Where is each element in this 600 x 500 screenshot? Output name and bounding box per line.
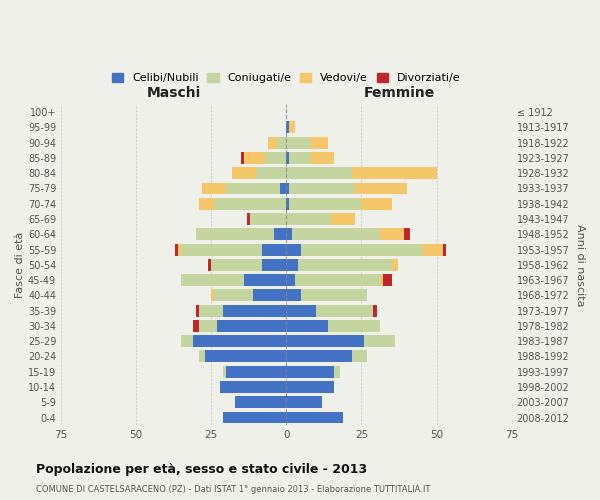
Bar — [289, 182, 355, 194]
Bar — [280, 182, 286, 194]
Bar — [364, 335, 395, 347]
Bar — [286, 381, 334, 393]
Bar — [226, 182, 280, 194]
Bar — [286, 182, 289, 194]
Bar — [286, 244, 301, 256]
Bar — [331, 213, 355, 225]
Bar — [235, 396, 286, 408]
Bar — [202, 182, 226, 194]
Text: COMUNE DI CASTELSARACENO (PZ) - Dati ISTAT 1° gennaio 2013 - Elaborazione TUTTIT: COMUNE DI CASTELSARACENO (PZ) - Dati IST… — [36, 485, 430, 494]
Bar — [286, 335, 364, 347]
Bar — [214, 198, 286, 209]
Bar — [286, 350, 352, 362]
Bar — [286, 366, 334, 378]
Bar — [277, 136, 286, 148]
Bar — [286, 290, 301, 302]
Bar — [199, 350, 205, 362]
Bar — [199, 304, 223, 316]
Bar — [392, 259, 398, 271]
Bar — [443, 244, 446, 256]
Bar — [292, 228, 380, 240]
Bar — [286, 259, 298, 271]
Bar — [253, 290, 286, 302]
Bar — [373, 304, 377, 316]
Bar — [286, 304, 316, 316]
Bar — [286, 152, 289, 164]
Bar — [268, 136, 277, 148]
Bar — [196, 228, 274, 240]
Bar — [199, 320, 217, 332]
Bar — [289, 198, 361, 209]
Bar — [211, 290, 214, 302]
Bar — [217, 320, 286, 332]
Bar — [383, 274, 392, 286]
Bar — [328, 320, 380, 332]
Bar — [193, 320, 199, 332]
Bar — [274, 228, 286, 240]
Bar — [247, 213, 250, 225]
Legend: Celibi/Nubili, Coniugati/e, Vedovi/e, Divorziati/e: Celibi/Nubili, Coniugati/e, Vedovi/e, Di… — [107, 68, 465, 87]
Bar — [334, 366, 340, 378]
Bar — [181, 274, 244, 286]
Bar — [196, 304, 199, 316]
Bar — [380, 228, 404, 240]
Bar — [175, 244, 178, 256]
Bar — [241, 152, 244, 164]
Text: Popolazione per età, sesso e stato civile - 2013: Popolazione per età, sesso e stato civil… — [36, 462, 367, 475]
Bar — [286, 167, 352, 179]
Bar — [205, 350, 286, 362]
Bar — [404, 228, 410, 240]
Bar — [199, 198, 214, 209]
Bar — [380, 274, 383, 286]
Bar — [244, 152, 265, 164]
Bar — [244, 274, 286, 286]
Bar — [352, 167, 437, 179]
Bar — [178, 244, 181, 256]
Bar — [181, 335, 193, 347]
Bar — [286, 122, 289, 134]
Bar — [316, 304, 373, 316]
Bar — [286, 136, 310, 148]
Text: Maschi: Maschi — [146, 86, 201, 100]
Y-axis label: Fasce di età: Fasce di età — [15, 232, 25, 298]
Bar — [193, 335, 286, 347]
Bar — [355, 182, 407, 194]
Bar — [181, 244, 262, 256]
Bar — [301, 244, 422, 256]
Bar — [289, 152, 310, 164]
Bar — [361, 198, 392, 209]
Bar — [220, 381, 286, 393]
Bar — [295, 274, 380, 286]
Bar — [286, 228, 292, 240]
Bar — [301, 290, 367, 302]
Bar — [286, 396, 322, 408]
Bar — [256, 167, 286, 179]
Bar — [223, 304, 286, 316]
Text: Femmine: Femmine — [364, 86, 434, 100]
Bar — [226, 366, 286, 378]
Bar — [286, 213, 331, 225]
Bar — [262, 259, 286, 271]
Bar — [422, 244, 443, 256]
Bar — [250, 213, 286, 225]
Y-axis label: Anni di nascita: Anni di nascita — [575, 224, 585, 306]
Bar — [265, 152, 286, 164]
Bar — [214, 290, 253, 302]
Bar — [289, 122, 295, 134]
Bar — [298, 259, 392, 271]
Bar — [286, 320, 328, 332]
Bar — [232, 167, 256, 179]
Bar — [223, 412, 286, 424]
Bar — [310, 152, 334, 164]
Bar — [286, 274, 295, 286]
Bar — [286, 198, 289, 209]
Bar — [310, 136, 328, 148]
Bar — [211, 259, 262, 271]
Bar — [223, 366, 226, 378]
Bar — [352, 350, 367, 362]
Bar — [286, 412, 343, 424]
Bar — [262, 244, 286, 256]
Bar — [208, 259, 211, 271]
